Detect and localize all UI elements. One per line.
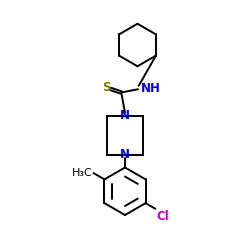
Text: NH: NH: [141, 82, 161, 95]
Text: H₃C: H₃C: [72, 168, 92, 178]
Text: Cl: Cl: [156, 210, 169, 223]
Text: N: N: [120, 109, 130, 122]
Text: S: S: [102, 81, 110, 94]
Text: N: N: [120, 148, 130, 161]
